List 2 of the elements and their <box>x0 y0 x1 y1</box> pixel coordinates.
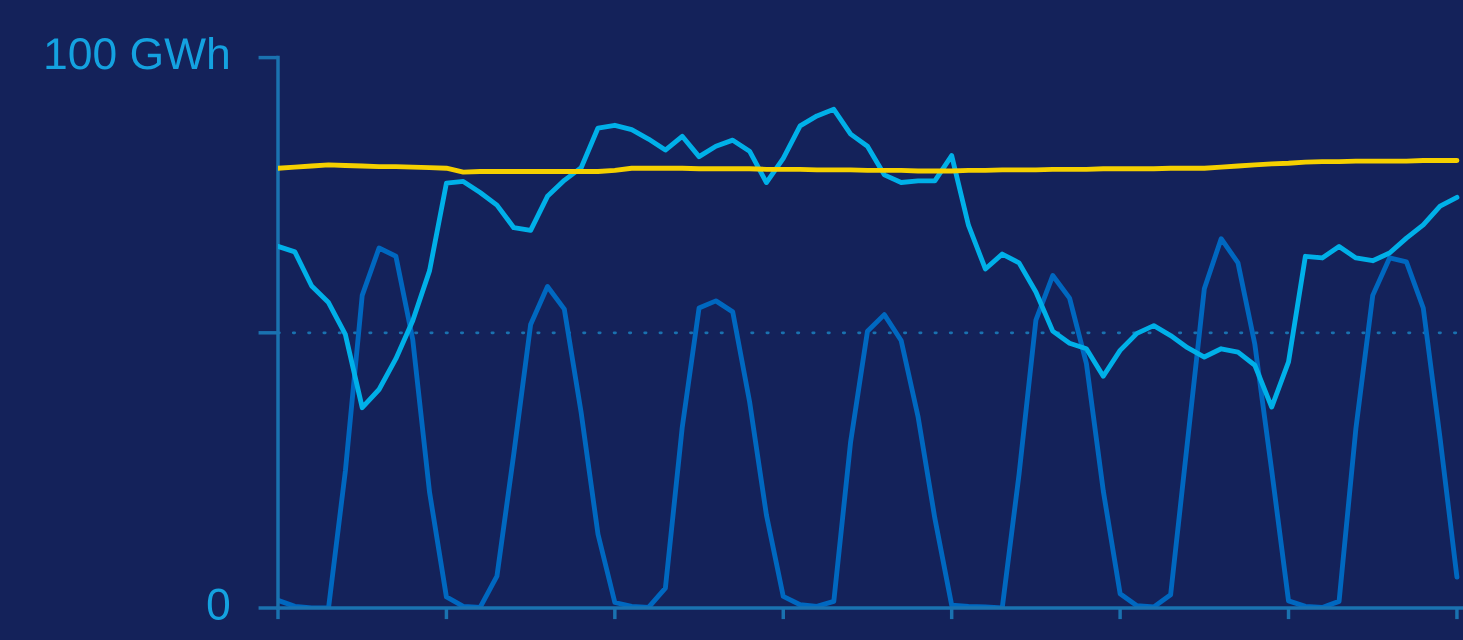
y-tick-label: 0 <box>207 588 230 620</box>
y-tick-label: 100 GWh <box>46 36 228 70</box>
